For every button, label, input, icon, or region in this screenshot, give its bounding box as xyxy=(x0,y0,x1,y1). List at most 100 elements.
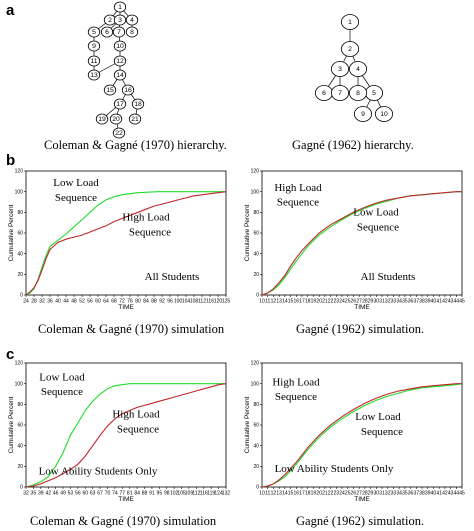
x-tick-label: 92 xyxy=(159,299,165,305)
hierarchy-node-12: 12 xyxy=(113,55,127,67)
x-tick-label: 18 xyxy=(305,299,311,305)
series-line-red xyxy=(261,191,462,296)
x-tick-label: 22 xyxy=(328,491,334,497)
x-tick-label: 102 xyxy=(170,491,179,497)
hierarchy-node-6: 6 xyxy=(100,26,114,38)
x-tick-label: 88 xyxy=(142,491,148,497)
x-tick-label: 33 xyxy=(391,491,397,497)
hierarchy-node-label: 2 xyxy=(348,46,352,53)
x-tick-label: 36 xyxy=(47,299,53,305)
x-tick-label: 46 xyxy=(53,491,59,497)
y-tick-label: 100 xyxy=(251,381,260,387)
hierarchy-node-4: 4 xyxy=(348,61,368,77)
chart-annotation: Low Load xyxy=(53,177,99,189)
y-tick-label: 20 xyxy=(253,464,259,470)
x-tick-label: 35 xyxy=(31,491,37,497)
y-tick-label: 40 xyxy=(253,443,259,449)
hierarchy-node-label: 9 xyxy=(361,111,365,118)
hierarchy-node-10: 10 xyxy=(113,40,127,52)
y-tick-label: 60 xyxy=(253,423,259,429)
hierarchy-node-label: 1 xyxy=(348,19,352,26)
x-tick-label: 10 xyxy=(259,299,265,305)
x-tick-label: 84 xyxy=(143,299,149,305)
x-tick-label: 91 xyxy=(149,491,155,497)
y-tick-label: 20 xyxy=(253,272,259,278)
x-tick-label: 32 xyxy=(385,491,391,497)
panel-label-a: a xyxy=(6,2,15,19)
x-tick-label: 39 xyxy=(38,491,44,497)
x-tick-label: 48 xyxy=(71,299,77,305)
x-tick-label: 32 xyxy=(23,491,29,497)
series-line-red xyxy=(25,383,227,488)
x-tick-label: 70 xyxy=(105,491,111,497)
gagne-hierarchy-diagram: 1 2 3 4 5 6 7 8 9 10 xyxy=(314,14,394,122)
x-tick-label: 104 xyxy=(182,299,191,305)
y-axis-label: Cumulative Percent xyxy=(244,204,251,261)
x-tick-label: 16 xyxy=(294,491,300,497)
x-tick-label: 76 xyxy=(127,299,133,305)
x-tick-label: 80 xyxy=(135,299,141,305)
x-tick-label: 100 xyxy=(174,299,183,305)
y-tick-label: 120 xyxy=(15,169,24,175)
hierarchy-node-7: 7 xyxy=(112,26,126,38)
hierarchy-node-label: 7 xyxy=(117,29,121,36)
plot-area xyxy=(261,170,463,296)
y-tick-label: 100 xyxy=(15,189,24,195)
hierarchy-node-label: 2 xyxy=(108,17,112,24)
caption-c-right: Gagné (1962) simulation. xyxy=(296,514,425,528)
x-tick-label: 27 xyxy=(356,491,362,497)
y-axis-label: Cumulative Percent xyxy=(244,396,251,453)
x-tick-label: 81 xyxy=(127,491,133,497)
y-tick-label: 120 xyxy=(251,169,260,175)
x-tick-label: 124 xyxy=(214,491,223,497)
x-tick-label: 24 xyxy=(23,299,29,305)
hierarchy-node-label: 8 xyxy=(356,90,360,97)
x-tick-label: 84 xyxy=(134,491,140,497)
x-tick-label: 23 xyxy=(334,491,340,497)
x-tick-label: 34 xyxy=(396,491,402,497)
x-tick-label: 41 xyxy=(436,299,442,305)
hierarchy-node-label: 9 xyxy=(92,43,96,50)
hierarchy-node-label: 19 xyxy=(98,116,106,123)
x-tick-label: 39 xyxy=(425,491,431,497)
x-tick-label: 16 xyxy=(294,299,300,305)
x-tick-label: 32 xyxy=(39,299,45,305)
x-tick-label: 45 xyxy=(459,299,465,305)
x-tick-label: 14 xyxy=(282,299,288,305)
caption-b-right: Gagné (1962) simulation. xyxy=(296,322,425,336)
hierarchy-node-label: 22 xyxy=(115,130,123,137)
y-tick-label: 40 xyxy=(17,443,23,449)
hierarchy-node-8: 8 xyxy=(348,85,368,101)
x-tick-label: 64 xyxy=(103,299,109,305)
x-tick-label: 43 xyxy=(448,491,454,497)
hierarchy-node-16: 16 xyxy=(121,84,135,96)
x-tick-label: 15 xyxy=(288,299,294,305)
x-tick-label: 27 xyxy=(356,299,362,305)
x-axis-label: TIME xyxy=(354,496,370,503)
hierarchy-node-label: 6 xyxy=(322,90,326,97)
x-tick-label: 28 xyxy=(362,299,368,305)
x-tick-label: 26 xyxy=(351,299,357,305)
hierarchy-node-6: 6 xyxy=(314,85,334,101)
hierarchy-node-5: 5 xyxy=(87,26,101,38)
chart-annotation: All Students xyxy=(145,271,200,283)
x-tick-label: 74 xyxy=(112,491,118,497)
x-tick-label: 40 xyxy=(431,299,437,305)
x-tick-label: 37 xyxy=(414,299,420,305)
x-tick-label: 116 xyxy=(206,299,214,305)
x-tick-label: 119 xyxy=(207,491,215,497)
hierarchy-node-5: 5 xyxy=(364,85,384,101)
chart-annotation: Sequence xyxy=(277,197,319,209)
hierarchy-node-label: 11 xyxy=(90,58,97,65)
hierarchy-node-label: 14 xyxy=(116,72,124,79)
x-tick-label: 15 xyxy=(288,491,294,497)
x-tick-label: 45 xyxy=(459,491,465,497)
hierarchy-node-label: 6 xyxy=(105,29,109,36)
y-tick-label: 0 xyxy=(20,293,23,299)
x-tick-label: 36 xyxy=(408,299,414,305)
hierarchy-node-label: 13 xyxy=(90,72,98,79)
x-tick-label: 72 xyxy=(119,299,125,305)
y-tick-label: 100 xyxy=(251,189,260,195)
x-axis-label: TIME xyxy=(118,496,134,503)
